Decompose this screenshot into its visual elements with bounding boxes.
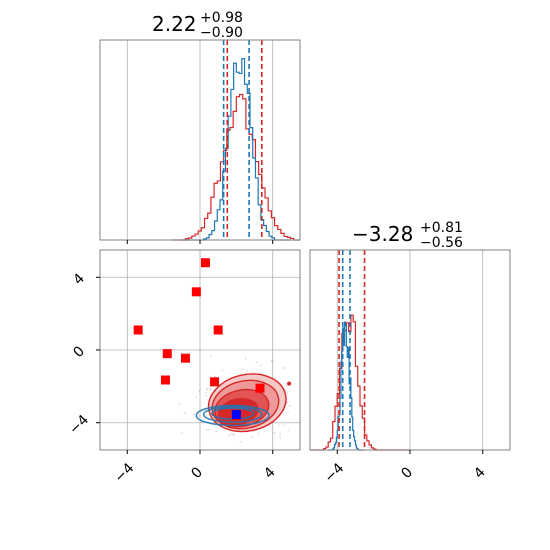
sample-point <box>283 367 286 369</box>
sample-point <box>209 389 212 392</box>
title-param-0-minus: −0.90 <box>200 25 243 41</box>
sample-point <box>241 368 244 371</box>
histogram-red-param-1 <box>310 314 410 451</box>
sample-point <box>215 430 218 433</box>
sample-point <box>250 436 253 439</box>
sample-point <box>268 425 271 428</box>
sample-point <box>277 424 280 427</box>
sample-point <box>259 364 262 366</box>
right-xtick-label-0: −4 <box>321 460 347 486</box>
marker-red-3 <box>213 325 223 335</box>
sample-point <box>279 432 282 435</box>
right-xtick-label-2: 4 <box>471 464 489 482</box>
histogram-blue-param-0 <box>181 58 291 241</box>
marker-red-7 <box>210 377 220 387</box>
sample-point <box>232 433 235 435</box>
sample-point <box>183 412 186 415</box>
marker-red-8 <box>255 383 265 393</box>
sample-point <box>230 432 233 435</box>
marker-red-dot <box>287 381 292 386</box>
marker-red-5 <box>180 353 190 363</box>
sample-point <box>204 391 207 394</box>
sample-point <box>210 354 213 357</box>
sample-point <box>251 371 254 373</box>
sample-point <box>239 440 242 443</box>
marker-red-2 <box>133 325 143 335</box>
sample-point <box>283 423 286 425</box>
marginal-histogram-param-1 <box>309 249 511 454</box>
title-param-1-minus: −0.56 <box>420 235 463 251</box>
sample-point <box>207 428 210 431</box>
title-param-0: 2.22 +0.98 −0.90 <box>152 10 243 41</box>
joint-ytick-label-1: 0 <box>70 343 88 361</box>
right-xtick-label-1: 0 <box>398 464 416 482</box>
marker-red-4 <box>162 349 172 359</box>
joint-ytick-label-0: −4 <box>66 412 92 438</box>
histogram-red-param-0 <box>172 93 300 241</box>
title-param-1-value: −3.28 <box>352 222 413 246</box>
sample-point <box>205 414 208 417</box>
joint-xtick-label-0: −4 <box>111 460 137 486</box>
title-param-1-plus: +0.81 <box>420 220 463 236</box>
sample-point <box>198 390 201 393</box>
marker-red-1 <box>191 287 201 297</box>
sample-point <box>270 360 273 363</box>
marker-blue <box>231 410 241 420</box>
joint-ytick-label-2: 4 <box>70 271 88 289</box>
sample-point <box>286 411 289 414</box>
marker-red-0 <box>200 258 210 268</box>
sample-point <box>221 369 223 372</box>
sample-point <box>272 360 275 363</box>
sample-point <box>288 429 291 432</box>
sample-point <box>286 392 289 394</box>
marker-red-6 <box>160 375 170 385</box>
joint-xtick-label-2: 4 <box>261 464 279 482</box>
contour-blue-0 <box>195 404 270 427</box>
sample-point <box>233 434 236 437</box>
sample-point <box>257 432 260 435</box>
sample-point <box>274 376 277 379</box>
sample-point <box>245 357 248 360</box>
sample-point <box>206 387 209 390</box>
contour-blue-1 <box>202 406 263 423</box>
joint-xtick-label-1: 0 <box>188 464 206 482</box>
sample-point <box>279 436 282 439</box>
sample-point <box>273 431 276 434</box>
sample-point <box>181 432 183 435</box>
sample-point <box>204 394 207 397</box>
histogram-blue-param-1 <box>328 321 365 451</box>
sample-point <box>178 403 181 406</box>
sample-point <box>228 434 230 437</box>
marginal-histogram-param-0 <box>99 39 301 244</box>
sample-point <box>255 361 258 364</box>
tick-labels: −4 −4 −4 0 0 0 4 4 4 <box>66 271 489 487</box>
title-param-0-value: 2.22 <box>152 12 197 36</box>
sample-point <box>259 372 262 374</box>
sample-point <box>285 384 288 387</box>
sample-point <box>288 405 291 407</box>
sample-point <box>193 413 195 416</box>
title-param-0-plus: +0.98 <box>200 10 243 26</box>
joint-distribution-panel <box>96 249 301 454</box>
title-param-1: −3.28 +0.81 −0.56 <box>352 220 463 251</box>
sample-point <box>286 401 289 404</box>
sample-point <box>195 396 198 399</box>
